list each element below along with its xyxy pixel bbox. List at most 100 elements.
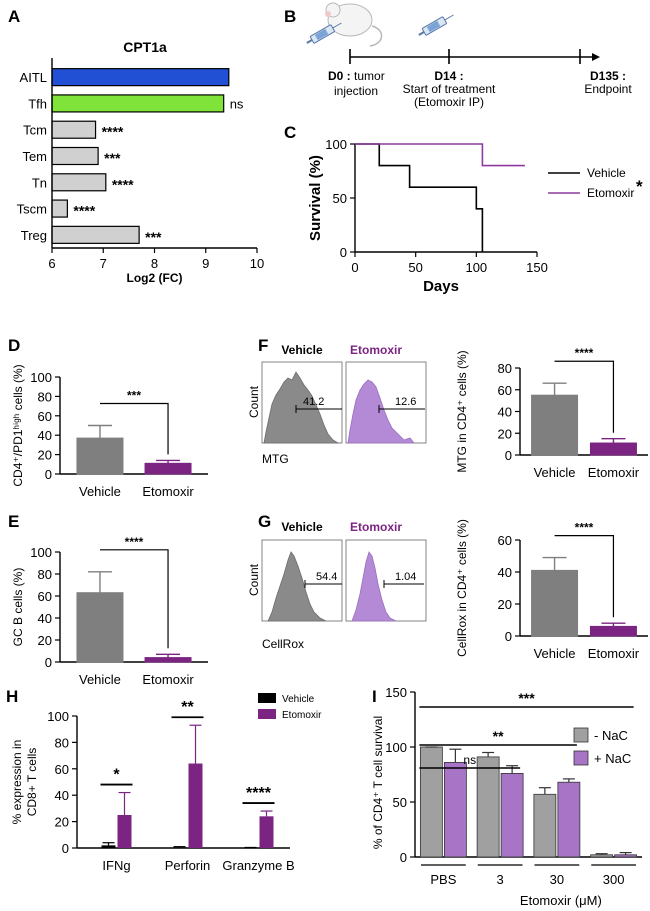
y-tick-label: 60 — [498, 383, 512, 398]
y-tick-label: 20 — [498, 597, 512, 612]
legend-swatch — [258, 693, 276, 703]
mouse-icon — [325, 2, 383, 47]
bar — [51, 68, 230, 87]
histogram-ylabel: Count — [247, 385, 261, 418]
significance-bracket — [99, 402, 169, 455]
significance-bracket — [554, 534, 615, 618]
y-tick-label: 20 — [38, 448, 52, 463]
y-tick-label: 50 — [333, 191, 347, 206]
bar-etomoxir — [259, 816, 274, 848]
significance-marker: ** — [181, 699, 194, 716]
timeline-day: D0 : — [328, 69, 351, 83]
y-tick-label: 80 — [38, 567, 52, 582]
histogram-vehicle — [263, 371, 340, 444]
timeline-text: injection — [334, 84, 378, 98]
significance-marker: **** — [246, 785, 272, 802]
y-axis-label: CellRox in CD4⁺ cells (%) — [455, 519, 469, 657]
panel-label-e: E — [8, 512, 19, 531]
category-label: Tscm — [17, 202, 47, 217]
x-axis-label: Days — [423, 278, 459, 295]
y-tick-label: 0 — [400, 850, 407, 865]
bar — [589, 625, 637, 637]
significance-marker: **** — [575, 346, 594, 360]
significance-marker: ** — [493, 728, 504, 744]
x-tick-label: Vehicle — [534, 465, 576, 480]
significance-bracket — [554, 360, 615, 433]
bar-etomoxir — [117, 815, 132, 848]
bar-plus-nac — [443, 762, 467, 858]
timeline-text: (Etomoxir IP) — [414, 95, 484, 109]
x-tick-label: Etomoxir — [588, 465, 640, 480]
flow-histogram-cellrox: Vehicle Etomoxir 54.4 1.04 Count CellRox — [247, 520, 427, 651]
gate-value: 54.4 — [316, 571, 337, 583]
histogram-etomoxir — [347, 379, 415, 444]
x-axis-label: Etomoxir (μM) — [520, 893, 602, 908]
category-label: Tfh — [28, 96, 47, 111]
y-axis-label: % expression inCD8+ T cells — [10, 740, 39, 825]
bar-plus-nac — [557, 781, 581, 858]
flow-histogram-mtg: Vehicle Etomoxir 41.2 12.6 Count MTG — [247, 343, 427, 466]
x-tick-label: 0 — [351, 260, 358, 275]
legend-swatch — [258, 709, 276, 719]
significance-marker: * — [113, 767, 120, 784]
bar-minus-nac — [533, 793, 557, 858]
bar-vehicle — [243, 847, 258, 849]
x-tick-label: 9 — [202, 256, 209, 271]
y-tick-label: 20 — [498, 426, 512, 441]
y-tick-label: 50 — [393, 795, 407, 810]
panel-label-f: F — [258, 336, 268, 355]
histogram-header-etomoxir: Etomoxir — [350, 520, 402, 534]
x-tick-label: PBS — [430, 872, 456, 887]
x-tick-label: Etomoxir — [142, 672, 194, 687]
histogram-xlabel: MTG — [262, 452, 289, 466]
bar-vehicle — [101, 845, 116, 848]
y-axis-label: CD4⁺/PD1ʰⁱᵍʰ cells (%) — [11, 364, 25, 486]
legend-label: - NaC — [594, 728, 628, 743]
legend-label: Etomoxir — [282, 710, 322, 721]
significance-marker: **** — [112, 176, 134, 192]
gate-value: 1.04 — [395, 571, 416, 583]
chart-title: CPT1a — [123, 39, 167, 55]
y-axis-label-line: % expression in — [10, 740, 24, 825]
x-tick-label: 30 — [550, 872, 564, 887]
bar-etomoxir — [188, 763, 203, 848]
y-tick-label: 20 — [38, 633, 52, 648]
significance-marker: **** — [73, 203, 95, 219]
significance-marker: ns — [230, 96, 244, 111]
x-axis-label: Log2 (FC) — [127, 271, 183, 285]
y-tick-label: 60 — [498, 533, 512, 548]
significance-marker: ns — [463, 753, 476, 767]
y-tick-label: 100 — [30, 370, 52, 385]
legend-label: Etomoxir — [587, 186, 634, 200]
x-tick-label: Etomoxir — [142, 484, 194, 499]
bar — [51, 199, 68, 218]
bar-plus-nac — [614, 854, 638, 858]
histogram-header-etomoxir: Etomoxir — [350, 343, 402, 357]
y-tick-label: 0 — [45, 467, 52, 482]
histogram-etomoxir — [351, 551, 397, 622]
timeline-panel-b: D0 : tumor injection D14 : Start of trea… — [306, 2, 632, 109]
bar — [144, 657, 192, 663]
syringe-icon — [418, 14, 454, 36]
significance-bracket — [99, 549, 169, 649]
y-tick-label: 150 — [385, 685, 407, 700]
significance-marker: *** — [145, 229, 162, 245]
bar-minus-nac — [476, 756, 500, 858]
y-tick-label: 0 — [340, 245, 347, 260]
y-tick-label: 100 — [30, 545, 52, 560]
significance-marker: *** — [127, 389, 141, 403]
y-tick-label: 40 — [38, 428, 52, 443]
y-tick-label: 100 — [385, 740, 407, 755]
chart-cellrox: 0 20 40 60 Vehicle Etomoxir **** CellRox in CD4… — [455, 519, 648, 661]
histogram-xlabel: CellRox — [262, 637, 304, 651]
survival-line-etomoxir — [355, 143, 525, 167]
y-tick-label: 60 — [55, 762, 69, 777]
y-tick-label: 60 — [38, 409, 52, 424]
chart-cd8-expression: 0 20 40 60 80 100 * IFNg ** Perforin **** Granzyme … — [10, 693, 322, 873]
y-tick-label: 40 — [498, 405, 512, 420]
chart-cpt1a: CPT1a AITL Tfh ns Tcm **** Tem *** Tn **** Tscm ***… — [17, 39, 265, 285]
y-tick-label: 0 — [505, 629, 512, 644]
x-tick-label: Vehicle — [534, 646, 576, 661]
legend-label: + NaC — [594, 751, 631, 766]
